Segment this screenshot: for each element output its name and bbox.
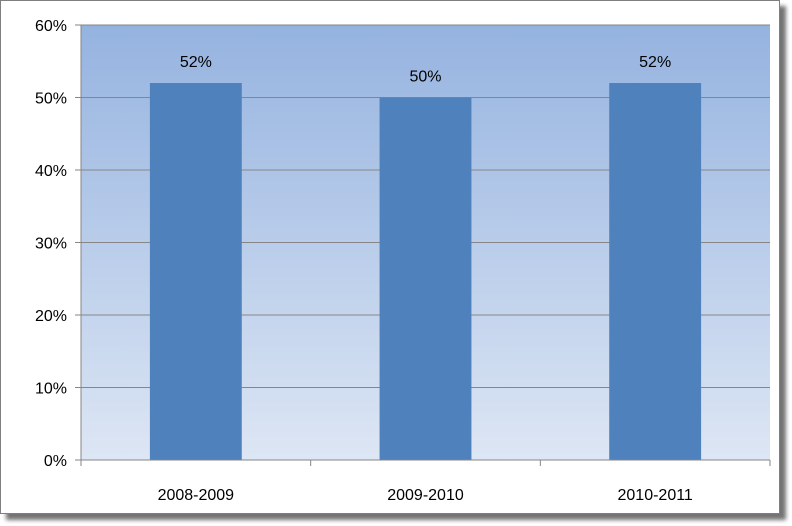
bar-chart: 0% 10% 20% 30% 40% 50% 60% 52% 2008-2009 50% 2009-… [35,18,771,504]
x-tick-label: 2009-2010 [387,487,464,504]
data-label: 50% [409,69,441,86]
y-tick-label: 10% [35,381,67,398]
data-label: 52% [639,54,671,71]
bar [149,83,242,460]
axes [75,24,771,466]
chart-frame: 0% 10% 20% 30% 40% 50% 60% 52% 2008-2009 50% 2009-… [0,0,780,514]
bar [609,83,702,460]
y-tick-label: 30% [35,236,67,253]
labels: 0% 10% 20% 30% 40% 50% 60% 52% 2008-2009 50% 2009-… [35,18,693,504]
x-tick-label: 2010-2011 [618,487,693,504]
y-tick-label: 40% [35,163,67,180]
y-tick-label: 50% [35,91,67,108]
y-tick-label: 60% [35,18,67,35]
data-label: 52% [180,54,212,71]
x-tick-label: 2008-2009 [158,487,235,504]
y-tick-label: 0% [44,453,67,470]
y-tick-label: 20% [35,308,67,325]
bar [379,97,472,460]
bars [149,83,702,460]
